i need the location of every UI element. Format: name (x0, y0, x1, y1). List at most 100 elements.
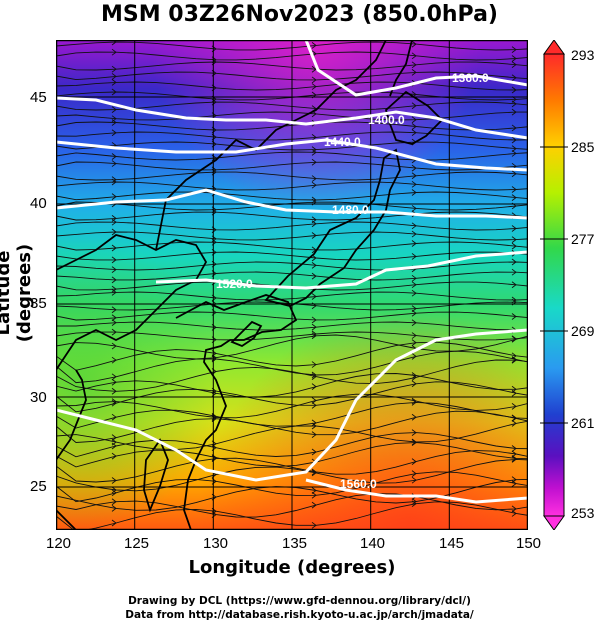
streamline (56, 271, 528, 281)
streamline (56, 350, 528, 384)
streamline-arrow (511, 61, 517, 69)
streamline-arrow (111, 504, 117, 512)
streamline-arrow (111, 498, 117, 506)
streamline (56, 442, 528, 468)
y-tick-30: 30 (30, 389, 47, 406)
streamline-arrow (411, 205, 417, 212)
streamline-arrow (411, 470, 417, 477)
streamline-arrow (511, 108, 517, 116)
streamline-arrow (111, 319, 117, 327)
streamline-arrow (111, 193, 117, 201)
streamline-arrow (411, 274, 417, 282)
streamline-arrow (411, 305, 417, 312)
streamline-arrow (111, 413, 117, 421)
streamline-arrow (411, 61, 417, 69)
streamline-arrow (511, 258, 517, 266)
colorbar-min-arrow (543, 515, 565, 530)
streamline-arrow (311, 401, 317, 409)
streamline (56, 211, 528, 221)
streamline-arrow (511, 356, 517, 364)
streamline-arrow (511, 456, 517, 463)
streamline-arrow (311, 521, 317, 529)
streamline-arrow (411, 429, 417, 436)
y-tick-35: 35 (30, 295, 47, 312)
streamline (56, 221, 528, 231)
streamline-arrow (111, 218, 117, 226)
streamline (56, 373, 528, 398)
streamline-arrow (511, 136, 517, 144)
streamline-arrow (311, 373, 317, 380)
streamline-arrow (111, 373, 117, 381)
streamline (56, 161, 528, 171)
streamline-arrow (311, 83, 317, 90)
streamline-arrow (311, 261, 317, 269)
streamline-arrow (511, 100, 517, 108)
streamline-arrow (511, 420, 517, 427)
streamline (56, 501, 528, 530)
streamline-arrow (111, 79, 117, 86)
streamline-arrow (411, 498, 417, 505)
streamline (56, 341, 528, 371)
streamline-arrow (311, 232, 317, 239)
streamlines (56, 40, 528, 530)
streamline (56, 291, 528, 301)
streamline-arrow (311, 448, 317, 456)
streamline-arrow (511, 225, 517, 232)
streamline-arrow (111, 228, 117, 236)
streamline (56, 493, 528, 518)
streamline-arrow (411, 500, 417, 508)
colorbar-ramp (543, 53, 565, 517)
streamline (56, 81, 528, 91)
streamline (56, 432, 528, 458)
streamline-arrow (411, 380, 417, 388)
streamline-arrow (511, 510, 517, 517)
contour-1440 (56, 138, 528, 172)
streamline-arrow (111, 489, 117, 497)
streamline-arrow (311, 175, 317, 182)
streamline-arrow (111, 314, 117, 322)
colorbar-max-arrow (543, 40, 565, 55)
streamline-arrow (111, 178, 117, 186)
streamline-arrow (311, 332, 317, 340)
y-axis-label: Latitude (degrees) (0, 243, 35, 343)
streamline-arrow (511, 242, 517, 250)
streamline-arrow (411, 240, 417, 247)
streamline-arrow (411, 339, 417, 347)
colorbar-tick-261: 261 (571, 415, 595, 431)
streamline-arrow (111, 378, 117, 386)
streamline (56, 41, 528, 51)
streamline-arrow (411, 129, 417, 137)
streamline-arrow (111, 387, 117, 395)
page-title: MSM 03Z26Nov2023 (850.0hPa) (101, 2, 498, 27)
streamline-arrow (411, 281, 417, 289)
streamline-arrow (511, 445, 517, 452)
y-tick-40: 40 (30, 195, 47, 212)
contour-1480 (56, 188, 528, 220)
streamline-arrow (111, 399, 117, 407)
streamline-arrow (311, 383, 317, 391)
streamline-arrow (311, 397, 317, 404)
streamline-arrow (311, 42, 317, 49)
streamline-arrow (511, 450, 517, 458)
height-contours (56, 40, 528, 504)
streamline-arrow (411, 164, 417, 172)
streamline-arrow (411, 52, 417, 60)
streamline-arrow (511, 46, 517, 53)
streamline (56, 251, 528, 261)
streamline (56, 111, 528, 121)
streamline-arrow (511, 194, 517, 201)
streamline-arrow (411, 289, 417, 297)
streamline-arrow (411, 116, 417, 124)
streamline (56, 191, 528, 201)
coastlines (56, 40, 444, 530)
streamline-arrow (411, 172, 417, 180)
colorbar-tick-293: 293 (571, 47, 595, 63)
contour-1520 (155, 250, 528, 290)
credit-drawing: Drawing by DCL (https://www.gfd-dennou.o… (128, 595, 471, 607)
streamline-arrow (111, 88, 117, 96)
streamline (56, 331, 528, 341)
streamline-arrow (311, 181, 317, 189)
streamline-arrow (411, 222, 417, 230)
streamline-arrow (411, 189, 417, 196)
streamline-arrow (411, 458, 417, 466)
